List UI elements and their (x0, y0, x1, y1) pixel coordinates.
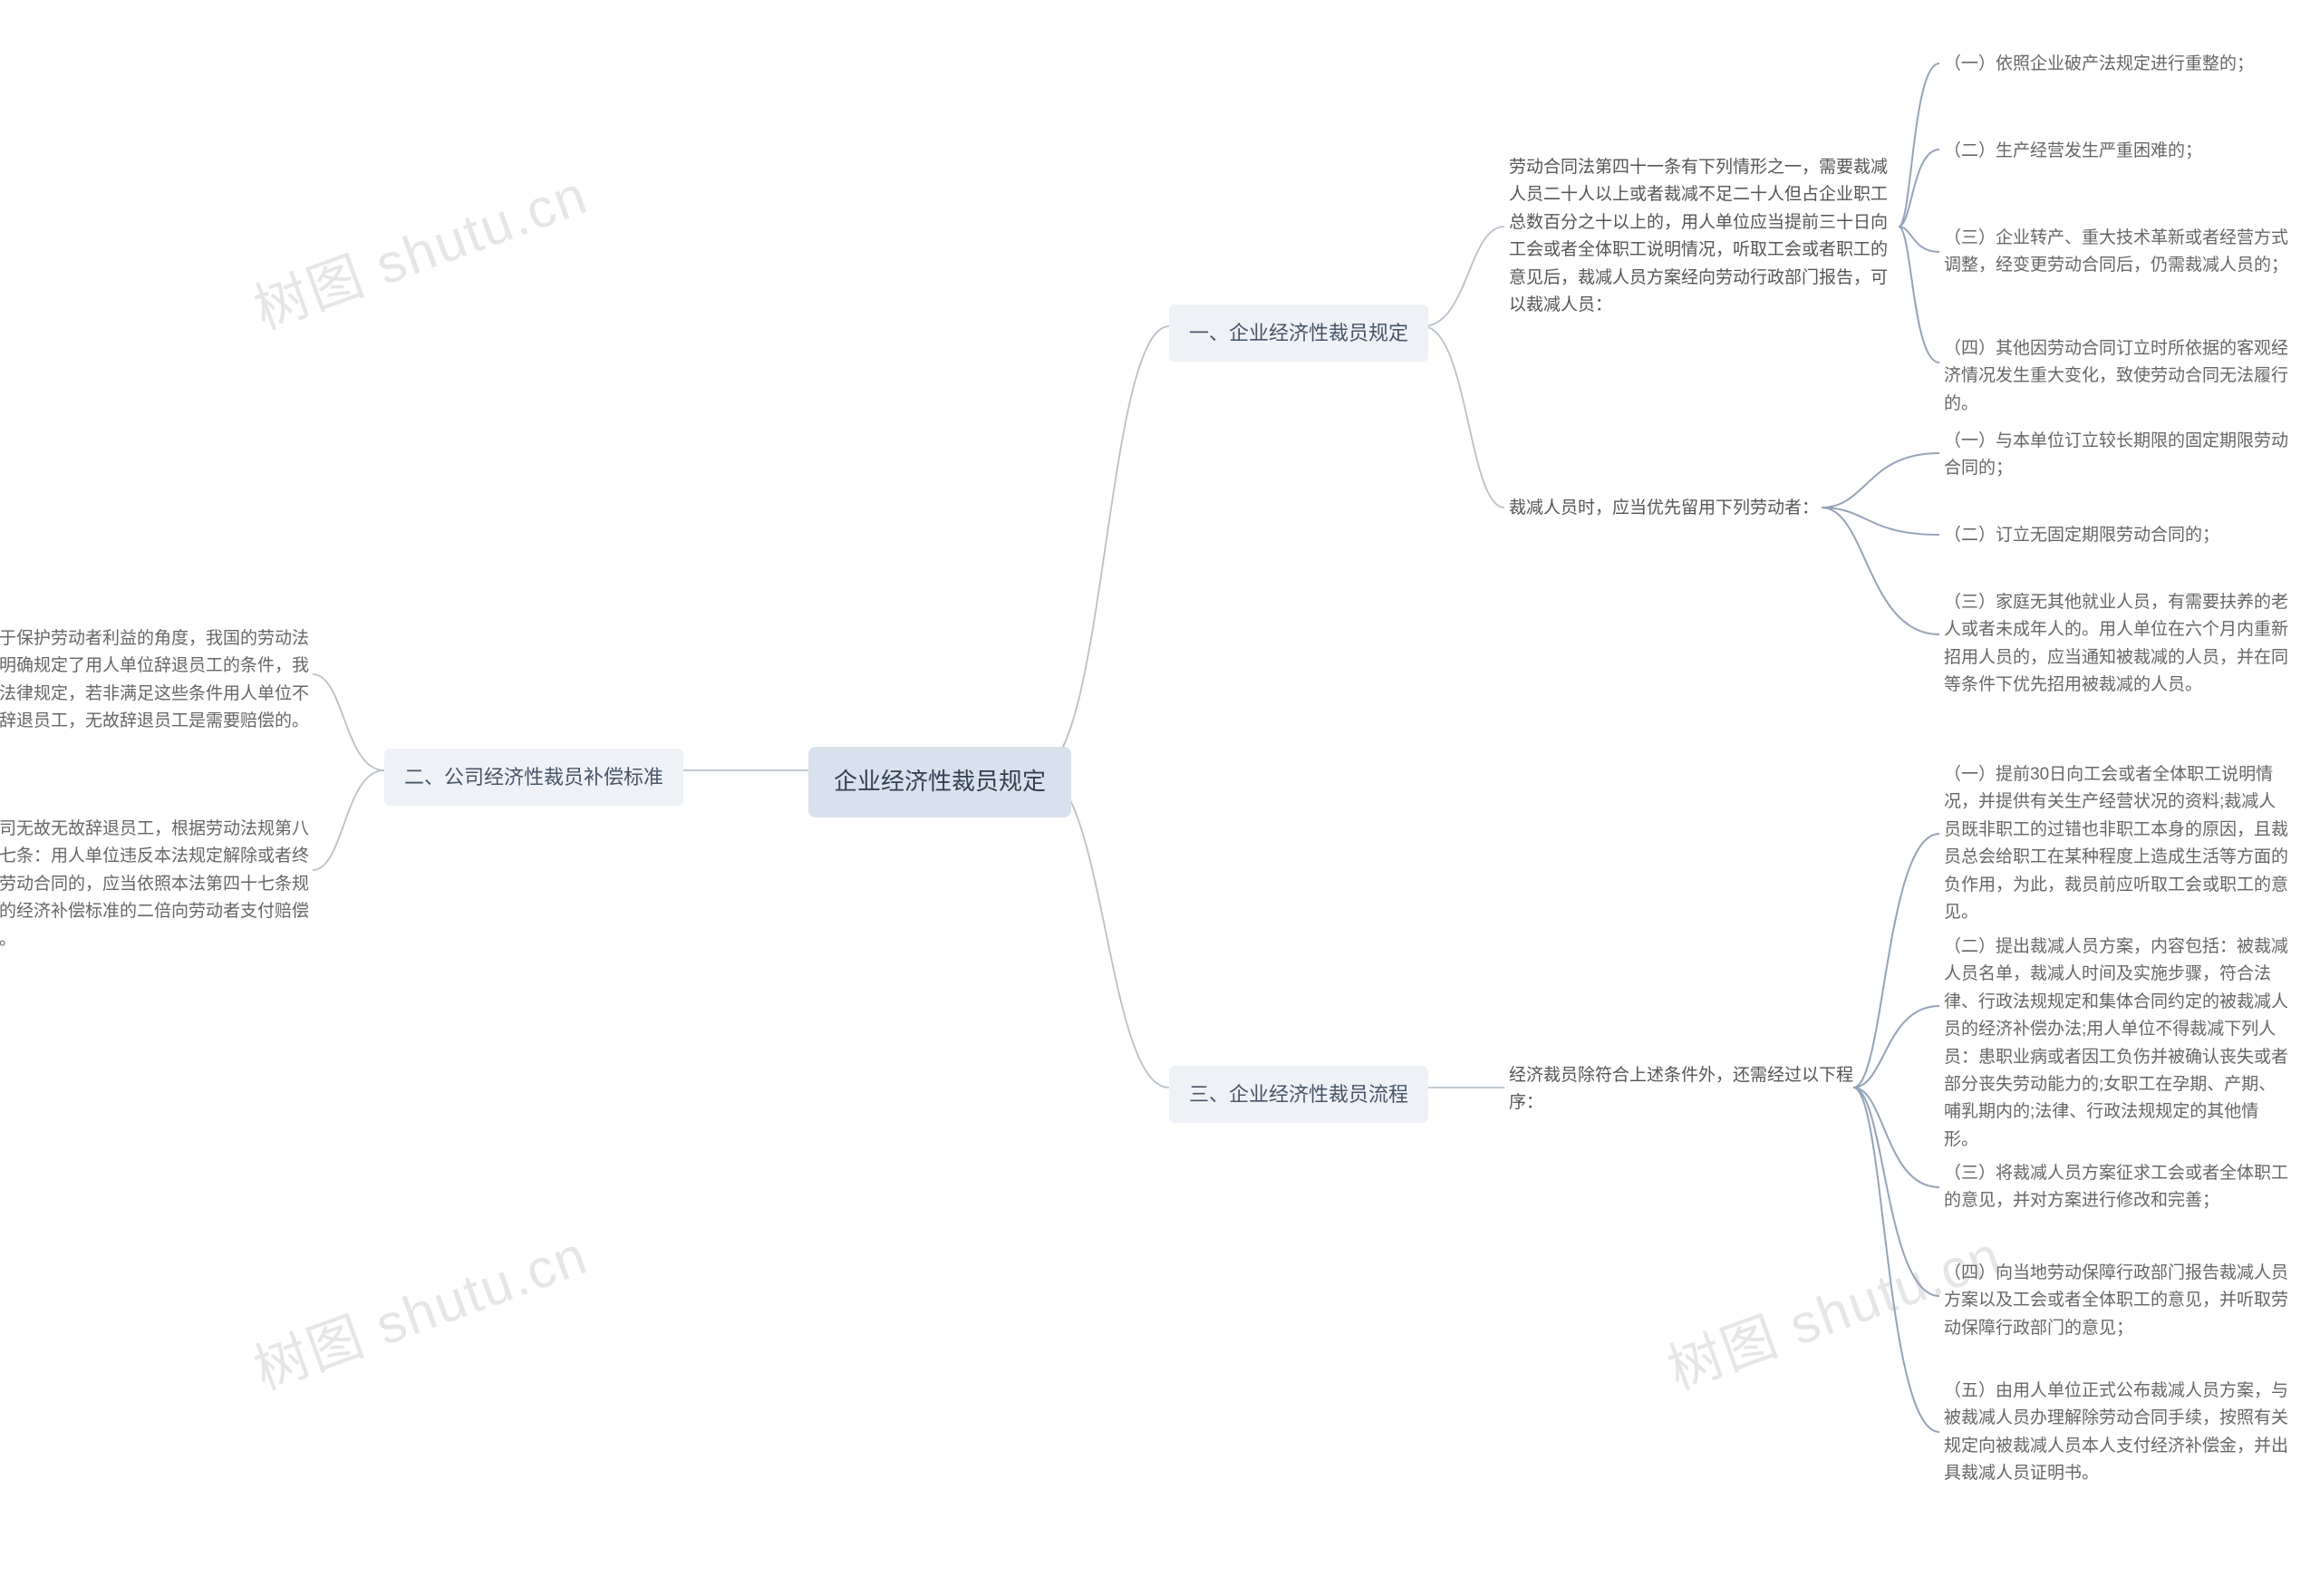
watermark: 树图 shutu.cn (242, 1212, 597, 1406)
branch-2-leaf-1: 出于保护劳动者利益的角度，我国的劳动法中明确规定了用人单位辞退员工的条件，我国法… (0, 625, 317, 736)
root-node: 企业经济性裁员规定 (808, 747, 1071, 817)
branch-3-leaf-5: （五）由用人单位正式公布裁减人员方案，与被裁减人员办理解除劳动合同手续，按照有关… (1944, 1378, 2288, 1488)
branch-1-mid-1: 劳动合同法第四十一条有下列情形之一，需要裁减人员二十人以上或者裁减不足二十人但占… (1509, 154, 1899, 319)
branch-1-mid2-leaf-1: （一）与本单位订立较长期限的固定期限劳动合同的； (1944, 428, 2288, 483)
branch-3: 三、企业经济性裁员流程 (1169, 1066, 1428, 1123)
branch-1-mid1-leaf-1: （一）依照企业破产法规定进行重整的； (1944, 51, 2288, 78)
branch-1-mid1-leaf-2: （二）生产经营发生严重困难的； (1944, 138, 2288, 165)
branch-1-mid2-leaf-2: （二）订立无固定期限劳动合同的； (1944, 522, 2288, 549)
branch-1-mid-2: 裁减人员时，应当优先留用下列劳动者： (1509, 495, 1835, 522)
branch-1-mid1-leaf-4: （四）其他因劳动合同订立时所依据的客观经济情况发生重大变化，致使劳动合同无法履行… (1944, 335, 2288, 418)
branch-3-leaf-1: （一）提前30日向工会或者全体职工说明情况，并提供有关生产经营状况的资料;裁减人… (1944, 761, 2288, 926)
branch-1: 一、企业经济性裁员规定 (1169, 305, 1428, 362)
branch-1-mid2-leaf-3: （三）家庭无其他就业人员，有需要扶养的老人或者未成年人的。用人单位在六个月内重新… (1944, 589, 2288, 700)
branch-3-leaf-4: （四）向当地劳动保障行政部门报告裁减人员方案以及工会或者全体职工的意见，并听取劳… (1944, 1260, 2288, 1342)
branch-1-mid1-leaf-3: （三）企业转产、重大技术革新或者经营方式调整，经变更劳动合同后，仍需裁减人员的； (1944, 225, 2288, 280)
branch-2: 二、公司经济性裁员补偿标准 (384, 749, 683, 806)
branch-2-leaf-2: 公司无故无故辞退员工，根据劳动法规第八十七条：用人单位违反本法规定解除或者终止劳… (0, 816, 317, 953)
branch-3-mid: 经济裁员除符合上述条件外，还需经过以下程序： (1509, 1062, 1853, 1117)
watermark: 树图 shutu.cn (242, 151, 597, 345)
branch-3-leaf-3: （三）将裁减人员方案征求工会或者全体职工的意见，并对方案进行修改和完善； (1944, 1160, 2288, 1215)
branch-3-leaf-2: （二）提出裁减人员方案，内容包括：被裁减人员名单，裁减人时间及实施步骤，符合法律… (1944, 933, 2288, 1154)
